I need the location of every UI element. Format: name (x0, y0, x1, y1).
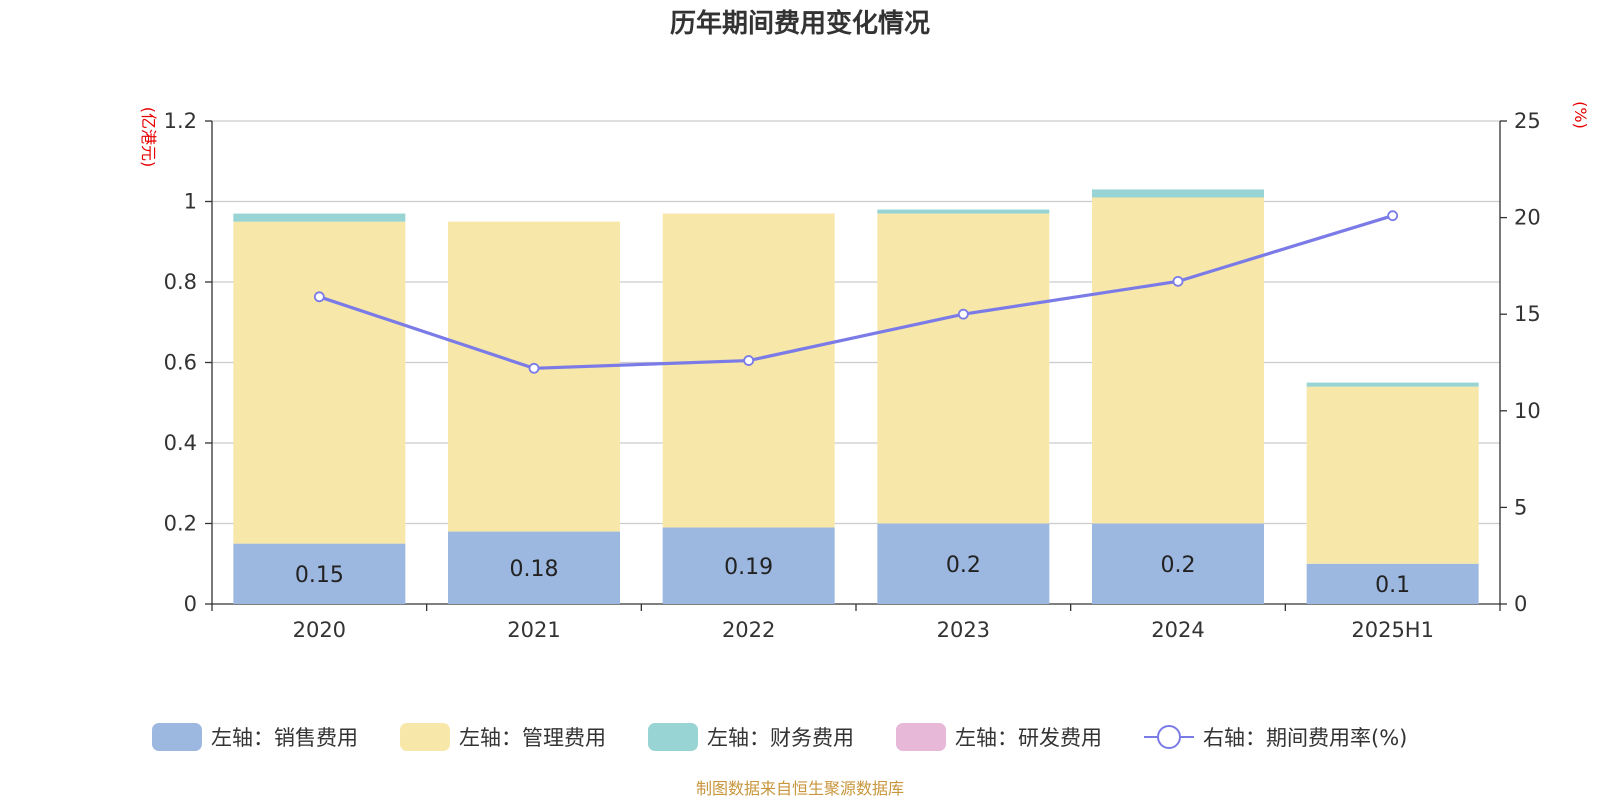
legend-swatch (152, 723, 202, 751)
right-axis-unit: (%) (1571, 101, 1590, 129)
bar-value-label: 0.18 (510, 557, 559, 582)
bar-segment (877, 523, 1050, 604)
legend-label: 左轴：管理费用 (459, 726, 606, 750)
x-tick-label: 2024 (1151, 618, 1204, 642)
left-tick-label: 0.2 (164, 512, 197, 536)
bar-segment (1092, 189, 1264, 198)
bar-value-label: 0.1 (1375, 573, 1410, 598)
bar-value-label: 0.15 (295, 563, 344, 588)
bar-value-label: 0.2 (1161, 553, 1196, 578)
bar-segment (1092, 523, 1264, 604)
bar-segment (1306, 382, 1479, 387)
legend-swatch (896, 723, 946, 751)
left-axis-unit: (亿港元) (139, 107, 158, 168)
x-tick-label: 2021 (507, 618, 560, 642)
legend-label: 左轴：财务费用 (707, 726, 854, 750)
chart-title: 历年期间费用变化情况 (670, 8, 930, 39)
left-tick-label: 0.6 (164, 351, 197, 375)
x-tick-label: 2020 (293, 618, 346, 642)
bar-segment (233, 543, 406, 604)
legend-swatch (400, 723, 450, 751)
bar-segment (448, 531, 620, 604)
bar-segment (1306, 563, 1479, 604)
right-tick-label: 10 (1514, 399, 1541, 423)
left-tick-label: 1 (184, 190, 197, 214)
x-tick-label: 2023 (937, 618, 990, 642)
left-tick-label: 1.2 (164, 109, 197, 133)
legend-circle-marker (1157, 725, 1181, 749)
rate-point (743, 355, 755, 366)
left-tick-label: 0.4 (164, 431, 197, 455)
bar-segment (233, 213, 406, 222)
bar-value-label: 0.2 (946, 553, 981, 578)
right-tick-label: 20 (1514, 206, 1541, 230)
rate-point (313, 291, 325, 303)
right-tick-label: 25 (1514, 109, 1541, 133)
rate-line (318, 214, 1394, 370)
right-tick-label: 15 (1514, 302, 1541, 326)
rate-point (1172, 275, 1184, 287)
bar-value-label: 0.19 (724, 555, 773, 580)
left-tick-label: 0.8 (164, 270, 197, 294)
left-tick-label: 0 (184, 592, 197, 616)
right-tick-label: 0 (1514, 592, 1527, 616)
bar-segment (662, 527, 835, 604)
right-tick-label: 5 (1514, 495, 1527, 519)
rate-point (957, 308, 969, 320)
legend-swatch (648, 723, 698, 751)
rate-point (528, 362, 540, 374)
legend-label: 左轴：研发费用 (955, 726, 1102, 750)
source-note: 制图数据来自恒生聚源数据库 (696, 779, 904, 798)
rate-point (1387, 210, 1399, 222)
bar-segment (877, 213, 1050, 524)
bar-segment (1306, 386, 1479, 564)
bar-segment (448, 221, 620, 532)
legend-label: 右轴：期间费用率(%) (1203, 726, 1407, 750)
x-tick-label: 2025H1 (1351, 618, 1434, 642)
bar-segment (233, 221, 406, 544)
bar-segment (1092, 197, 1264, 524)
bar-segment (877, 209, 1050, 214)
bar-segment (662, 213, 835, 528)
legend-label: 左轴：销售费用 (211, 726, 358, 750)
x-tick-label: 2022 (722, 618, 775, 642)
